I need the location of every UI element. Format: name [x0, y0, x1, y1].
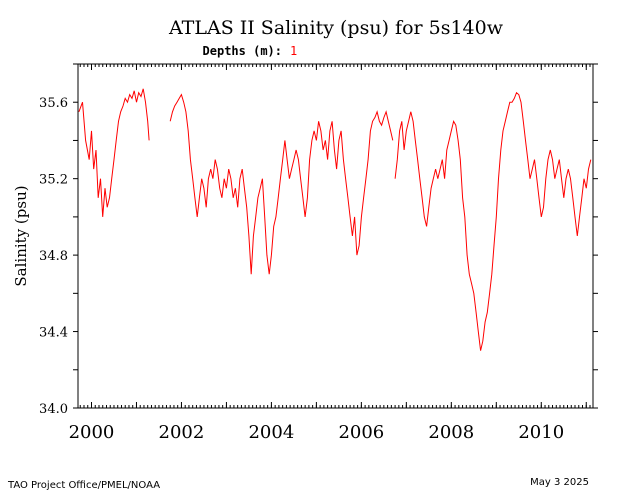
footer-date: May 3 2025 — [530, 477, 589, 488]
salinity-line-segment — [169, 93, 394, 275]
series-salinity — [78, 88, 592, 351]
y-tick-label: 35.2 — [39, 173, 68, 188]
y-tick-label: 34.8 — [39, 249, 68, 264]
y-axis: 34.0 34.4 34.8 35.2 35.6 — [39, 63, 598, 417]
plot-frame — [77, 63, 594, 409]
chart-title: ATLAS II Salinity (psu) for 5s140w — [168, 17, 504, 39]
x-tick-label: 2010 — [518, 422, 564, 443]
y-tick-label: 34.4 — [39, 326, 68, 341]
x-tick-label: 2006 — [338, 422, 384, 443]
y-tick-label: 34.0 — [39, 402, 68, 417]
x-tick-label: 2002 — [159, 422, 205, 443]
x-axis: 2000 2002 2004 2006 2008 2010 — [69, 64, 591, 443]
y-axis-label: Salinity (psu) — [12, 185, 30, 286]
x-tick-label: 2008 — [428, 422, 474, 443]
salinity-line-segment — [78, 88, 150, 217]
salinity-line-segment — [394, 91, 592, 351]
depths-value: 1 — [290, 44, 297, 58]
x-tick-label: 2004 — [248, 422, 294, 443]
y-tick-label: 35.6 — [39, 96, 68, 111]
footer-credit: TAO Project Office/PMEL/NOAA — [7, 480, 160, 491]
depths-label: Depths (m): — [203, 44, 282, 58]
x-tick-label: 2000 — [69, 422, 115, 443]
